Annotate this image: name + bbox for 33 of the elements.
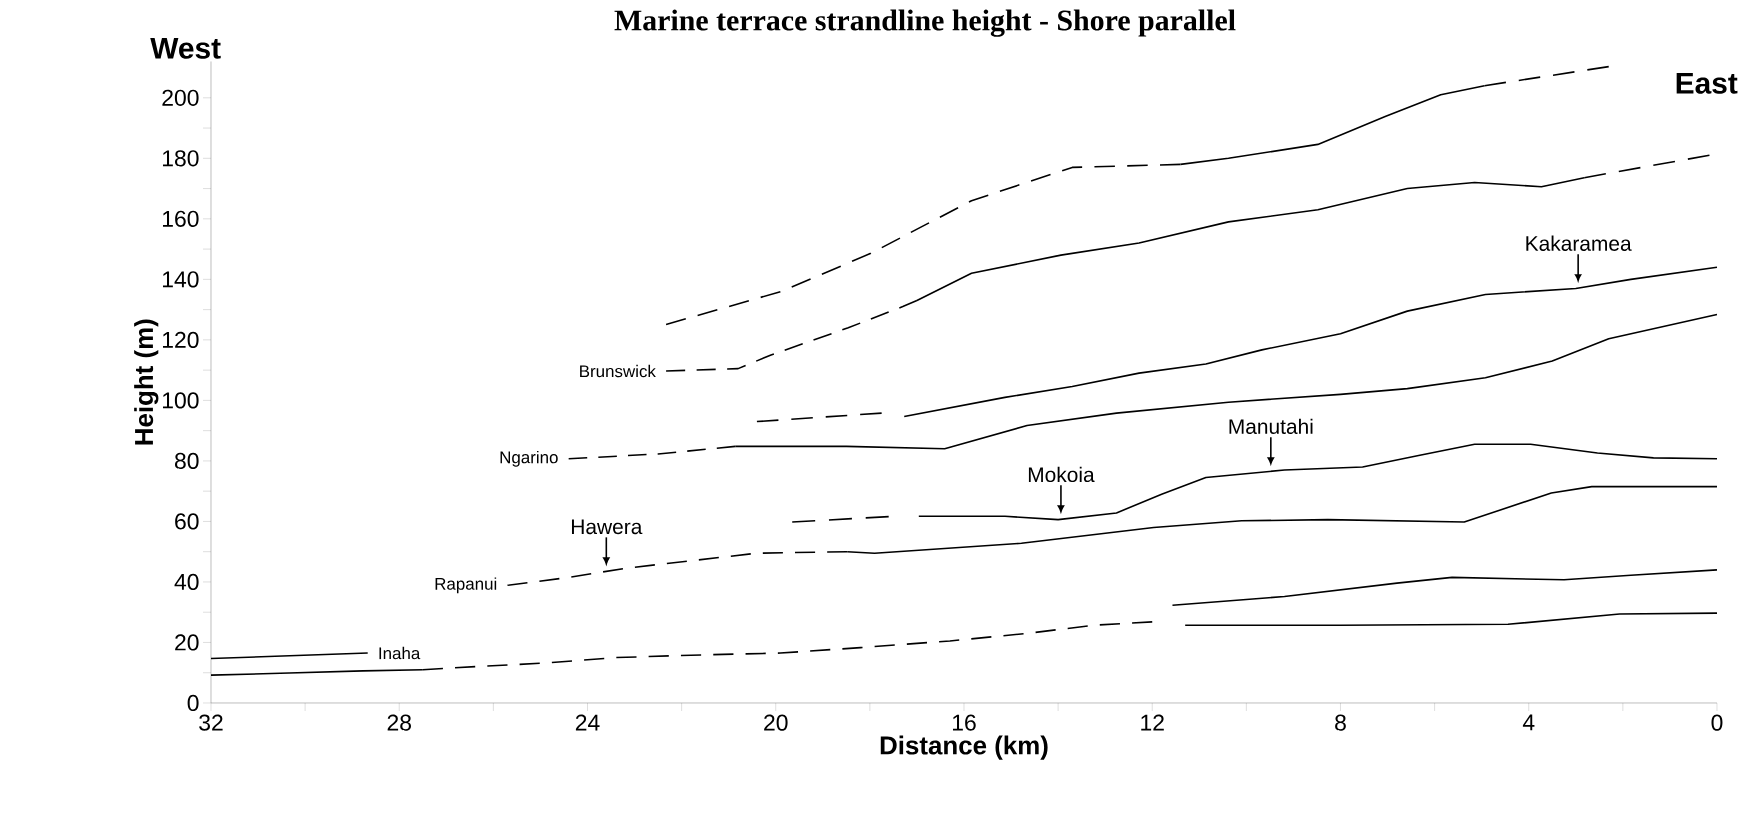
x-tick-label: 16 xyxy=(952,714,976,731)
y-tick-label: 120 xyxy=(162,331,199,348)
y-tick-label: 80 xyxy=(174,452,199,470)
x-tick-label: 32 xyxy=(199,714,223,731)
chart-title: Marine terrace strandline height - Shore parallel xyxy=(614,9,1236,37)
x-tick-label: 4 xyxy=(1522,714,1535,731)
series-label: Inaha xyxy=(379,646,421,660)
x-tick-label: 12 xyxy=(1141,714,1164,731)
annotation: East xyxy=(1676,72,1738,94)
series-label: Ngarino xyxy=(500,450,558,467)
x-tick-label: 24 xyxy=(575,714,600,731)
annotation: Manutahi xyxy=(1229,418,1313,434)
y-tick-label: 20 xyxy=(175,634,199,651)
y-axis-title: Height (m) xyxy=(134,319,159,445)
y-tick-label: 0 xyxy=(187,694,199,712)
x-axis-title: Distance (km) xyxy=(880,735,1048,760)
x-tick-label: 8 xyxy=(1335,714,1346,731)
text: West xyxy=(150,37,221,59)
x-tick-label: 0 xyxy=(1711,714,1723,731)
y-tick-label: 40 xyxy=(174,573,199,591)
y-tick-label: 180 xyxy=(162,150,199,167)
x-tick-label: 20 xyxy=(764,714,788,731)
y-tick-label: 160 xyxy=(162,210,199,227)
annotation: Kakaramea xyxy=(1526,235,1632,251)
series-label: Rapanui xyxy=(435,577,497,594)
y-tick-label: 200 xyxy=(162,89,199,106)
annotation: Hawera xyxy=(571,519,643,535)
x-tick-label: 28 xyxy=(387,714,411,731)
y-tick-label: 100 xyxy=(162,392,199,409)
y-tick-label: 60 xyxy=(175,513,199,530)
annotation: Mokoia xyxy=(1028,466,1095,483)
series-label: Brunswick xyxy=(580,364,656,378)
y-tick-label: 140 xyxy=(162,271,199,288)
